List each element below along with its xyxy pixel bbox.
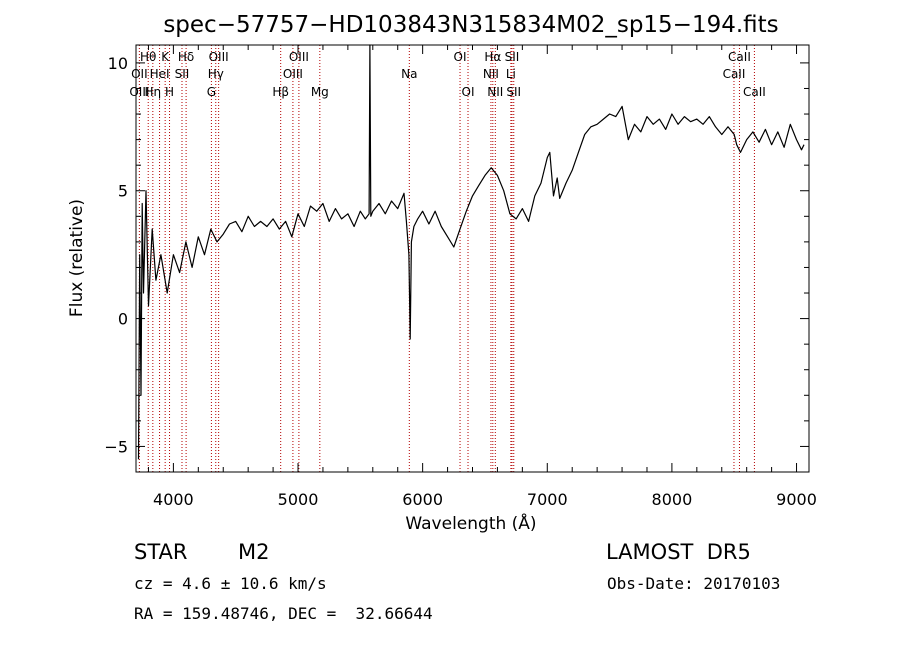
- y-tick-label: 10: [108, 54, 128, 73]
- line-annotation: OI: [462, 85, 475, 99]
- x-axis-label: Wavelength (Å): [405, 512, 536, 534]
- line-annotation: Hα: [484, 50, 501, 64]
- line-annotation: OIII: [129, 85, 149, 99]
- annotation-group: Hθ K Hδ OIII OIII OI Hα SII CaII OII HeI SII Hγ OIII N…: [129, 50, 765, 99]
- line-annotation: OIII: [283, 67, 303, 81]
- line-annotation: K: [161, 50, 170, 64]
- line-annotation: SII: [505, 50, 520, 64]
- line-annotation: CaII: [743, 85, 766, 99]
- x-tick-label: 9000: [776, 490, 817, 509]
- subclass: M2: [238, 540, 270, 564]
- x-tick-label: 4000: [153, 490, 194, 509]
- y-tick-label: 5: [118, 182, 128, 201]
- line-annotation: OI: [454, 50, 467, 64]
- line-annotation: Hη: [145, 85, 162, 99]
- line-annotation: NII: [487, 85, 503, 99]
- spectrum-group: [137, 44, 805, 460]
- line-annotation: Hθ: [140, 50, 156, 64]
- x-tick-label: 8000: [652, 490, 693, 509]
- tick-group: 4000 5000 6000 7000 8000 9000 −5 0 5 10: [104, 45, 817, 509]
- line-annotation: CaII: [723, 67, 746, 81]
- line-annotation: Na: [401, 67, 417, 81]
- line-annotation: Li: [506, 67, 516, 81]
- line-annotation: Mg: [311, 85, 329, 99]
- line-annotation: Hβ: [272, 85, 289, 99]
- x-tick-label: 5000: [278, 490, 319, 509]
- line-annotation: NII: [483, 67, 499, 81]
- x-tick-label: 7000: [527, 490, 568, 509]
- survey-name: LAMOST DR5: [606, 540, 751, 564]
- line-annotation: CaII: [728, 50, 751, 64]
- line-annotation: Hγ: [208, 67, 224, 81]
- coordinates-text: RA = 159.48746, DEC = 32.66644: [134, 604, 433, 623]
- spectrum-line: [137, 44, 805, 460]
- y-tick-label: −5: [104, 437, 128, 456]
- line-annotation: G: [207, 85, 216, 99]
- line-annotation: SII: [506, 85, 521, 99]
- line-annotation: H: [165, 85, 174, 99]
- line-annotation: OIII: [289, 50, 309, 64]
- line-annotation: Hδ: [178, 50, 194, 64]
- y-axis-label: Flux (relative): [67, 199, 87, 317]
- object-class: STAR: [134, 540, 188, 564]
- line-annotation: HeI: [150, 67, 170, 81]
- redshift-text: cz = 4.6 ± 10.6 km/s: [134, 574, 327, 593]
- line-annotation: OIII: [209, 50, 229, 64]
- y-tick-label: 0: [118, 310, 128, 329]
- obs-date: Obs-Date: 20170103: [607, 574, 781, 593]
- chart-title: spec−57757−HD103843N315834M02_sp15−194.f…: [163, 12, 778, 38]
- line-marker-group: [138, 45, 755, 472]
- x-tick-label: 6000: [402, 490, 443, 509]
- plot-frame: [135, 44, 810, 473]
- line-annotation: OII: [131, 67, 148, 81]
- line-annotation: SII: [175, 67, 190, 81]
